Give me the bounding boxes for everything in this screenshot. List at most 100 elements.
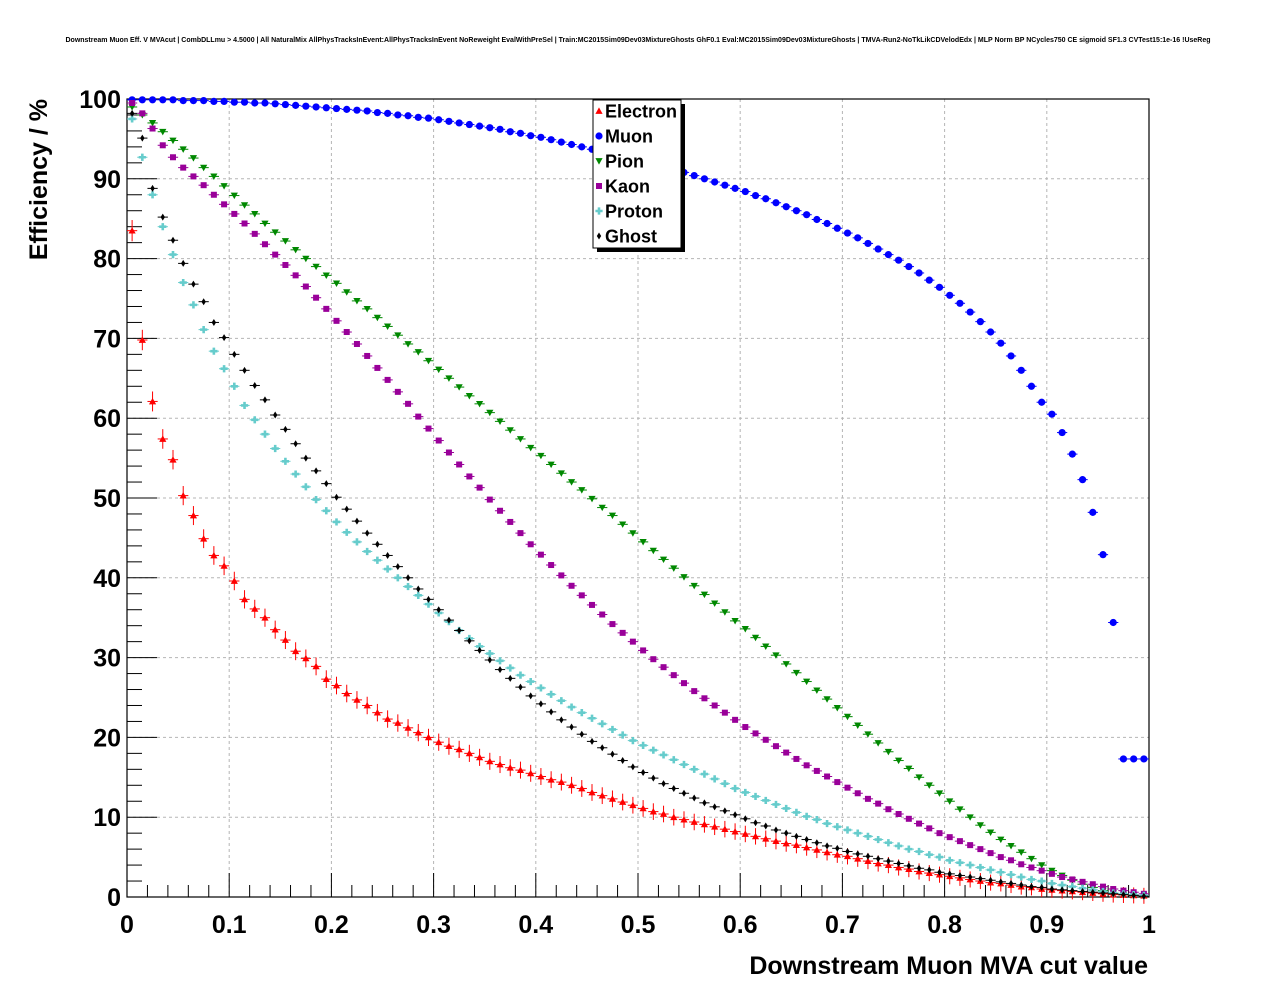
kaon-point [507,518,514,525]
ghost-point [548,708,554,716]
x-tick-label: 0.7 [825,911,860,939]
x-tick-label: 0.5 [621,911,656,939]
ghost-point [978,875,983,883]
legend-label-electron: Electron [605,102,677,122]
pion-point [373,314,381,322]
ghost-point [1111,890,1116,898]
ghost-point [998,878,1004,886]
kaon-point [834,779,841,786]
ghost-point [405,574,411,582]
pion-point [833,704,841,712]
ghost-point [467,637,472,645]
proton-point [527,677,535,686]
muon-point [567,140,576,149]
series-layer [127,96,1149,904]
pion-point [854,722,862,730]
pion-point [751,634,760,642]
muon-point [1089,508,1097,516]
muon-point [159,96,167,104]
electron-point [281,636,290,643]
pion-point [230,192,238,200]
legend-marker-electron [595,107,603,114]
kaon-point [302,283,309,290]
ghost-point [1090,888,1095,896]
kaon-point [701,695,708,702]
electron-point [751,832,760,840]
kaon-point [466,473,473,480]
legend: Electron Muon Pion Kaon Proton Ghost [592,99,685,252]
kaon-point [159,142,166,149]
ghost-point [661,780,666,788]
kaon-point [1008,857,1015,864]
legend-marker-kaon [596,183,602,189]
legend-marker-muon [595,132,603,140]
kaon-point [803,762,810,769]
pion-point [976,822,984,829]
ghost-point [354,517,360,525]
kaon-point [292,272,299,279]
proton-point [138,153,146,161]
ghost-point [242,366,247,374]
kaon-point [752,730,759,737]
proton-point [353,538,361,546]
kaon-point [241,220,248,227]
kaon-point [261,241,268,248]
muon-point [751,191,760,200]
kaon-point [1018,861,1025,868]
electron-point [649,808,657,815]
electron-point [537,772,545,780]
pion-point [424,357,433,365]
kaon-point [456,461,463,468]
muon-point [1099,551,1107,559]
ghost-point [630,763,636,771]
ghost-point [303,454,309,462]
proton-point [925,851,933,859]
x-axis-title: Downstream Muon MVA cut value [749,952,1148,980]
electron-point [322,675,330,683]
pion-point [1007,843,1015,850]
electron-point [700,820,709,828]
proton-point [251,416,259,424]
kaon-point [875,800,882,807]
ghost-point [1039,883,1044,891]
proton-point [1068,883,1076,891]
kaon-point [394,388,401,395]
proton-point [404,582,412,591]
ghost-point [385,551,390,559]
electron-point [884,861,892,868]
ghost-point [201,298,206,306]
muon-point [312,103,320,111]
pion-point [455,384,463,391]
kaon-point [353,340,360,347]
ghost-point [395,563,401,571]
pion-point [547,461,555,469]
electron-point [373,709,381,716]
kaon-point [599,611,606,618]
pion-point [179,146,187,153]
kaon-point [200,182,207,189]
electron-point [445,742,453,750]
kaon-point [916,820,923,827]
electron-point [271,626,279,633]
pion-point [619,521,627,528]
ghost-point [364,529,370,537]
proton-point [751,792,760,801]
kaon-point [497,507,504,514]
kaon-point [149,125,156,132]
proton-point [1038,877,1046,885]
pion-point [240,202,249,209]
muon-point [700,175,709,183]
muon-point [895,256,903,264]
kaon-point [384,376,391,383]
proton-point [128,115,136,123]
legend-label-ghost: Ghost [605,227,657,247]
kaon-point [537,551,544,558]
muon-point [1140,755,1148,763]
proton-point [363,547,371,556]
pion-point [302,255,310,263]
muon-point [220,97,228,105]
ghost-point [272,411,278,419]
kaon-point [895,811,902,818]
ghost-point [886,857,891,865]
kaon-point [558,572,565,579]
